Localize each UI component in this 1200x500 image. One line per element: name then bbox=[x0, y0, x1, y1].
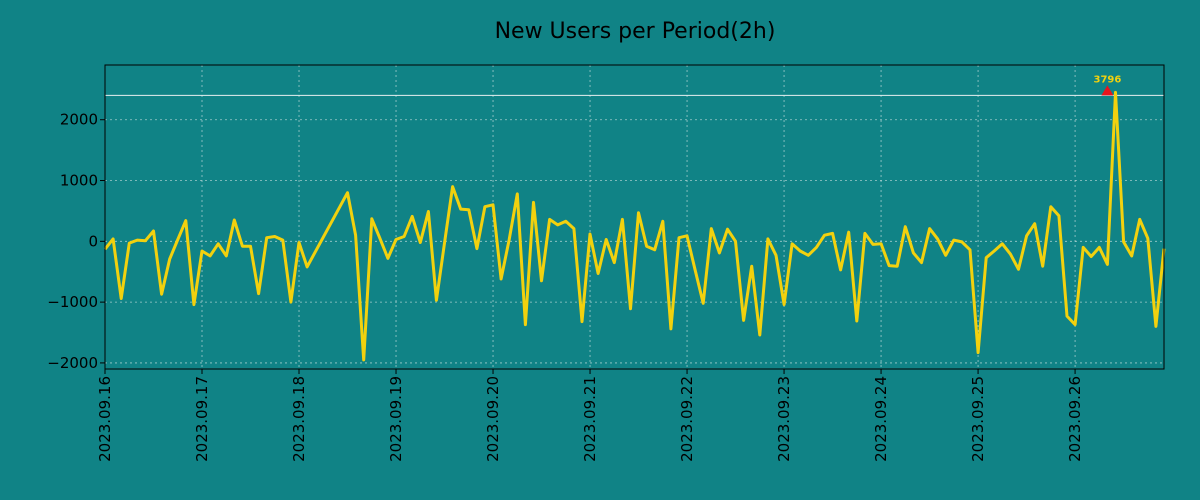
x-tick-label: 2023.09.20 bbox=[484, 376, 502, 462]
y-tick-label: −1000 bbox=[47, 293, 98, 311]
x-tick-label: 2023.09.19 bbox=[387, 376, 405, 462]
x-axis: 2023.09.16 2023.09.17 2023.09.18 2023.09.19… bbox=[96, 369, 1084, 462]
x-tick-label: 2023.09.22 bbox=[678, 376, 696, 462]
y-tick-label: 0 bbox=[88, 232, 98, 250]
peak-label: 3796 bbox=[1093, 74, 1121, 85]
plot-frame bbox=[104, 64, 1165, 370]
x-tick-label: 2023.09.24 bbox=[872, 376, 890, 462]
x-tick-label: 2023.09.17 bbox=[193, 376, 211, 462]
x-tick-label: 2023.09.18 bbox=[290, 376, 308, 462]
peak-marker bbox=[1101, 85, 1114, 96]
x-tick-label: 2023.09.26 bbox=[1066, 376, 1084, 462]
y-tick-label: −2000 bbox=[47, 354, 98, 372]
grid-lines bbox=[104, 65, 1164, 369]
x-tick-label: 2023.09.16 bbox=[96, 376, 114, 462]
y-axis: −2000 −1000 0 1000 2000 bbox=[47, 111, 105, 372]
series-line bbox=[103, 90, 1166, 362]
x-tick-label: 2023.09.25 bbox=[969, 376, 987, 462]
chart-title: New Users per Period(2h) bbox=[495, 19, 776, 44]
x-tick-label: 2023.09.21 bbox=[581, 376, 599, 462]
x-tick-label: 2023.09.23 bbox=[775, 376, 793, 462]
y-tick-label: 2000 bbox=[60, 111, 98, 129]
y-tick-label: 1000 bbox=[60, 172, 98, 190]
